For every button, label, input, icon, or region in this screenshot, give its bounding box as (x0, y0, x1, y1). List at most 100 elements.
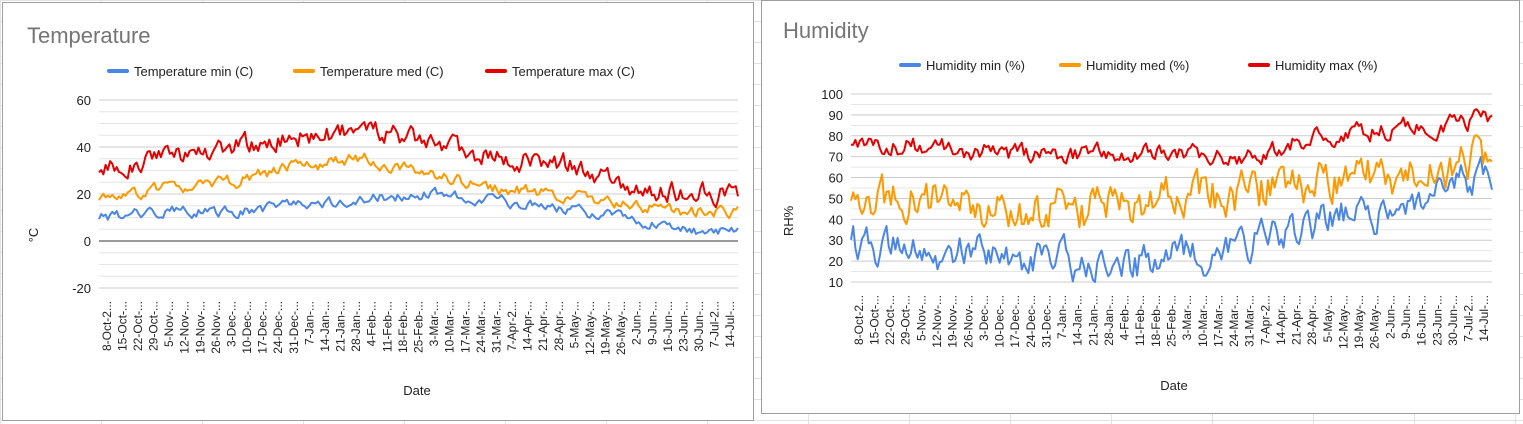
x-tick-label: 31-Dec-... (287, 301, 301, 354)
x-tick-label: 12-Nov-... (930, 295, 944, 348)
legend-item-2[interactable]: Temperature max (C) (485, 64, 635, 79)
series-line-0 (98, 186, 739, 235)
humidity-y-axis: 10 20 30 40 50 60 70 80 90 100 (821, 87, 843, 290)
x-tick-label: 24-Mar-... (1227, 295, 1241, 347)
x-tick-label: 7-Jul-2... (1462, 295, 1476, 342)
x-tick-label: 12-May-... (1336, 295, 1350, 349)
legend-label: Humidity med (%) (1086, 58, 1189, 73)
x-tick-label: 31-Dec-... (1039, 295, 1053, 348)
temperature-gridlines (99, 99, 738, 289)
x-tick-label: 19-Nov-... (193, 301, 207, 354)
x-tick-label: 4-Feb-... (365, 301, 379, 346)
y-tick-label: 0 (84, 234, 91, 249)
x-tick-label: 28-Jan-... (1102, 295, 1116, 346)
x-tick-label: 24-Dec-... (1024, 295, 1038, 348)
legend-item-0[interactable]: Temperature min (C) (107, 64, 253, 79)
temperature-chart-title: Temperature (27, 23, 151, 48)
x-tick-label: 7-Apr-2... (1258, 295, 1272, 345)
legend-item-2[interactable]: Humidity max (%) (1248, 58, 1378, 73)
x-tick-label: 3-Mar-... (427, 301, 441, 346)
x-tick-label: 26-May-... (1368, 295, 1382, 349)
series-line-2 (98, 121, 739, 209)
temperature-y-axis-title: °C (26, 228, 41, 243)
y-tick-label: 60 (77, 93, 91, 108)
series-line-2 (850, 108, 1493, 166)
x-tick-label: 26-May-... (614, 301, 628, 355)
x-tick-label: 28-Apr-... (1305, 295, 1319, 345)
series-line-1 (850, 134, 1493, 229)
x-tick-label: 7-Jul-2... (708, 301, 722, 348)
humidity-legend[interactable]: Humidity min (%) Humidity med (%) Humidity… (899, 58, 1378, 73)
y-tick-label: 70 (829, 150, 843, 165)
x-tick-label: 31-Mar-... (1243, 295, 1257, 347)
y-tick-label: -20 (72, 281, 91, 296)
x-tick-label: 10-Mar-... (443, 301, 457, 353)
x-tick-label: 14-Jul-... (723, 301, 737, 348)
humidity-chart-panel[interactable]: Humidity Humidity min (%) Humidity med (%… (761, 0, 1520, 414)
x-tick-label: 17-Dec-... (256, 301, 270, 354)
x-tick-label: 5-May-... (567, 301, 581, 348)
temperature-x-axis-title: Date (403, 383, 430, 398)
x-tick-label: 7-Apr-2... (505, 301, 519, 351)
legend-label: Temperature max (C) (512, 64, 635, 79)
x-tick-label: 9-Jun-... (1399, 295, 1413, 339)
x-tick-label: 8-Oct-2... (852, 295, 866, 345)
x-tick-label: 26-Nov-... (961, 295, 975, 348)
x-tick-label: 28-Apr-... (552, 301, 566, 351)
x-tick-label: 3-Dec-... (224, 301, 238, 347)
y-tick-label: 10 (829, 275, 843, 290)
x-tick-label: 11-Feb-... (380, 301, 394, 352)
y-tick-label: 80 (829, 129, 843, 144)
x-tick-label: 7-Jan-... (1055, 295, 1069, 339)
legend-label: Temperature min (C) (134, 64, 253, 79)
y-tick-label: 90 (829, 108, 843, 123)
x-tick-label: 17-Dec-... (1008, 295, 1022, 348)
x-tick-label: 22-Oct-... (883, 295, 897, 345)
y-tick-label: 40 (829, 212, 843, 227)
x-tick-label: 25-Feb-... (412, 301, 426, 353)
x-tick-label: 30-Jun-... (1446, 295, 1460, 346)
x-tick-label: 22-Oct-... (131, 301, 145, 351)
x-tick-label: 21-Apr-... (536, 301, 550, 351)
x-tick-label: 14-Jan-... (318, 301, 332, 352)
x-tick-label: 29-Oct-... (899, 295, 913, 345)
x-tick-label: 2-Jun-... (630, 301, 644, 345)
temperature-chart-panel[interactable]: Temperature Temperature min (C) Temperatu… (2, 2, 754, 421)
temperature-legend[interactable]: Temperature min (C) Temperature med (C) Te… (107, 64, 635, 79)
x-tick-label: 10-Mar-... (1196, 295, 1210, 347)
series-line-1 (98, 152, 739, 220)
legend-item-0[interactable]: Humidity min (%) (899, 58, 1025, 73)
temperature-series-lines (98, 121, 739, 235)
x-tick-label: 9-Jun-... (645, 301, 659, 345)
legend-item-1[interactable]: Temperature med (C) (293, 64, 444, 79)
x-tick-label: 31-Mar-... (489, 301, 503, 353)
y-tick-label: 50 (829, 191, 843, 206)
x-tick-label: 3-Mar-... (1180, 295, 1194, 340)
x-tick-label: 19-May-... (599, 301, 613, 355)
x-tick-label: 14-Jul-... (1477, 295, 1491, 342)
x-tick-label: 5-Nov-... (162, 301, 176, 347)
x-tick-label: 12-May-... (583, 301, 597, 355)
x-tick-label: 7-Jan-... (302, 301, 316, 345)
x-tick-label: 30-Jun-... (692, 301, 706, 352)
x-tick-label: 11-Feb-... (1133, 295, 1147, 346)
x-tick-label: 4-Feb-... (1118, 295, 1132, 340)
x-tick-label: 5-May-... (1321, 295, 1335, 342)
x-tick-label: 10-Dec-... (993, 295, 1007, 348)
x-tick-label: 16-Jun-... (661, 301, 675, 352)
humidity-x-axis: 8-Oct-2... 15-Oct-... 22-Oct-... 29-Oct-...… (852, 295, 1491, 349)
legend-label: Humidity max (%) (1275, 58, 1378, 73)
y-tick-label: 20 (829, 254, 843, 269)
legend-label: Humidity min (%) (926, 58, 1025, 73)
x-tick-label: 21-Jan-... (1086, 295, 1100, 346)
legend-item-1[interactable]: Humidity med (%) (1059, 58, 1189, 73)
x-tick-label: 24-Dec-... (271, 301, 285, 354)
x-tick-label: 8-Oct-2... (100, 301, 114, 351)
temperature-x-axis: 8-Oct-2... 15-Oct-... 22-Oct-... 29-Oct-...… (100, 301, 737, 355)
y-tick-label: 100 (821, 87, 843, 102)
x-tick-label: 17-Mar-... (1211, 295, 1225, 347)
temperature-y-axis: -20 0 20 40 60 (72, 93, 91, 296)
series-line-0 (850, 156, 1493, 283)
x-tick-label: 25-Feb-... (1165, 295, 1179, 347)
x-tick-label: 12-Nov-... (178, 301, 192, 354)
